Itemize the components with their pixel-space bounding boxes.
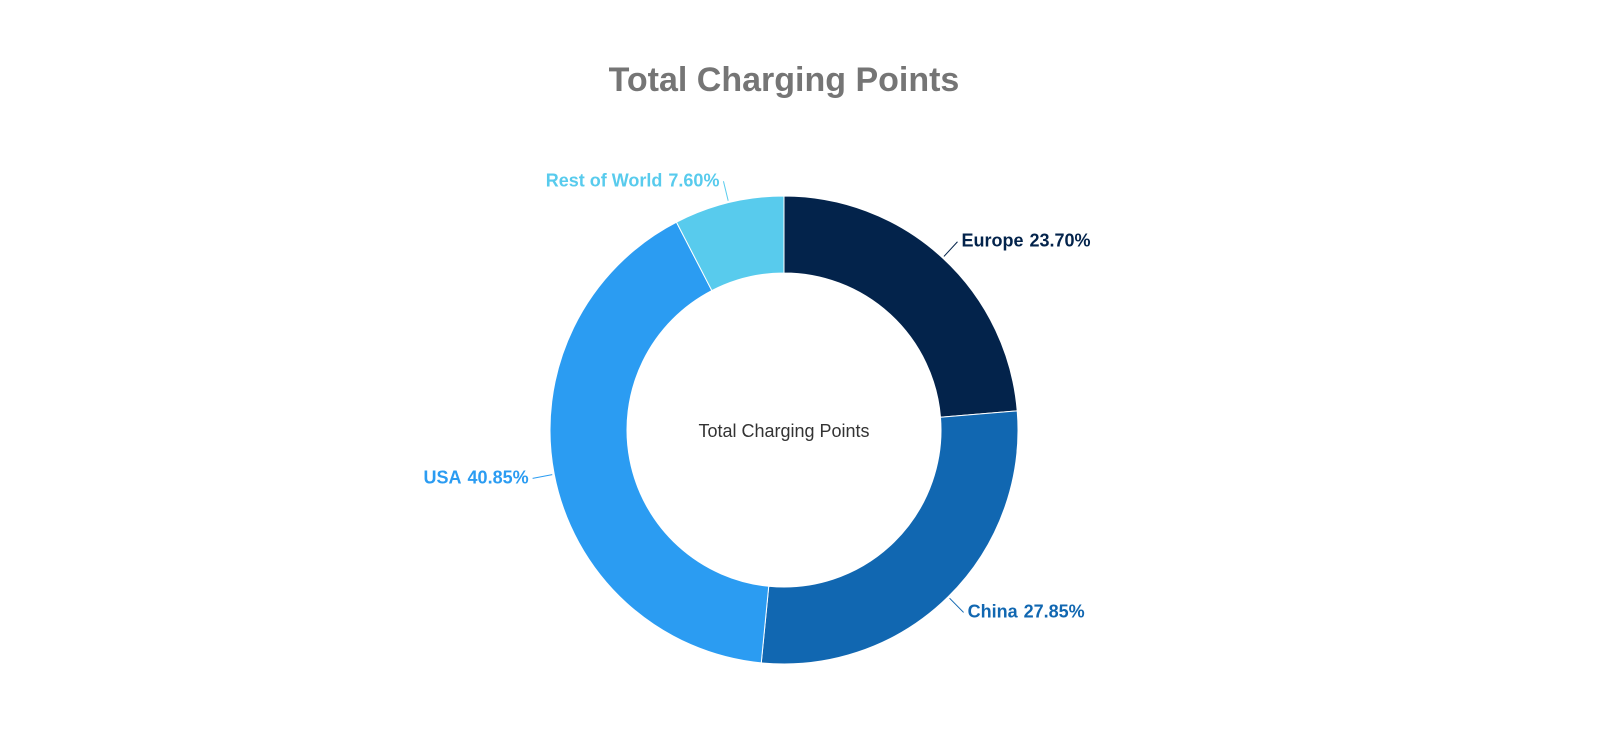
value-label: 40.85% bbox=[468, 467, 529, 487]
leader-line bbox=[949, 597, 964, 613]
chart-title: Total Charging Points bbox=[609, 61, 960, 99]
donut-slice bbox=[783, 195, 1018, 418]
donut-slice bbox=[760, 410, 1019, 665]
value-label: 27.85% bbox=[1024, 601, 1085, 621]
data-label: Rest of World 7.60% bbox=[546, 170, 720, 190]
data-label: China 27.85% bbox=[968, 601, 1085, 621]
data-label: Europe 23.70% bbox=[961, 230, 1090, 250]
leader-line bbox=[722, 181, 729, 201]
donut-slice bbox=[549, 221, 770, 664]
category-name: USA bbox=[424, 467, 462, 487]
category-name: Rest of World bbox=[546, 170, 663, 190]
value-label: 23.70% bbox=[1029, 230, 1090, 250]
category-name: China bbox=[968, 601, 1019, 621]
data-label: USA 40.85% bbox=[424, 467, 529, 487]
leader-line bbox=[943, 241, 958, 257]
donut-slice bbox=[675, 195, 785, 292]
value-label: 7.60% bbox=[668, 170, 719, 190]
center-label: Total Charging Points bbox=[698, 421, 869, 441]
category-name: Europe bbox=[961, 230, 1023, 250]
leader-line bbox=[532, 474, 553, 479]
